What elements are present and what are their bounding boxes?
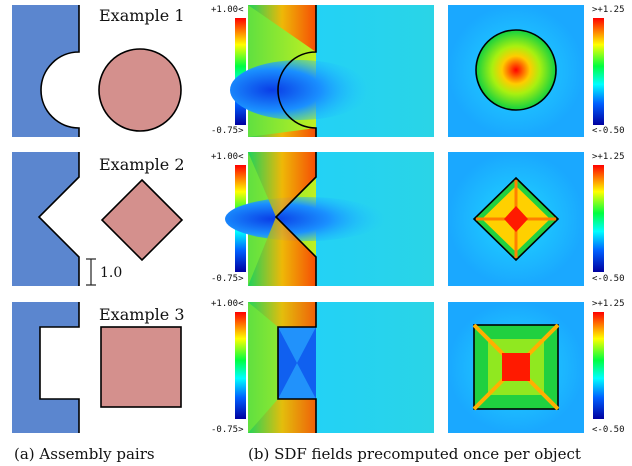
example-3-title: Example 3 [99, 305, 185, 324]
sdf-field-part-b-3 [448, 302, 584, 433]
colorbar-right-1: >+1.25 <-0.50 [592, 5, 625, 136]
svg-text:+1.00<: +1.00< [211, 299, 244, 309]
colorbar-right-2: >+1.25 <-0.50 [592, 152, 625, 284]
svg-text:>+1.25: >+1.25 [592, 152, 625, 162]
part-b-circle [98, 48, 182, 132]
assembly-pair-2: Example 2 1.0 [12, 152, 185, 286]
example-1-title: Example 1 [99, 6, 185, 25]
part-b-diamond [100, 178, 184, 262]
scale-bar-label: 1.0 [100, 265, 122, 281]
svg-text:<-0.50: <-0.50 [592, 274, 625, 284]
sdf-field-part-a-1 [230, 5, 434, 137]
part-b-square [100, 326, 182, 408]
svg-text:>+1.25: >+1.25 [592, 299, 625, 309]
scale-bar: 1.0 [86, 258, 122, 286]
colorbar-left-1: +1.00< -0.75> [211, 5, 246, 136]
svg-text:<-0.50: <-0.50 [592, 126, 625, 136]
assembly-pair-1: Example 1 [12, 5, 185, 137]
sdf-field-part-a-2 [225, 152, 434, 286]
assembly-pair-3: Example 3 [12, 302, 185, 433]
part-a-v-notch [12, 152, 79, 286]
svg-text:+1.00<: +1.00< [211, 152, 244, 162]
svg-text:-0.75>: -0.75> [211, 425, 244, 435]
colorbar-left-3: +1.00< -0.75> [211, 299, 246, 435]
svg-text:-0.75>: -0.75> [211, 274, 244, 284]
caption-right: (b) SDF fields precomputed once per obje… [248, 445, 581, 463]
svg-text:>+1.25: >+1.25 [592, 5, 625, 15]
example-2-title: Example 2 [99, 155, 185, 174]
sdf-field-part-a-3 [248, 302, 434, 433]
sdf-field-part-b-2 [448, 152, 584, 286]
svg-text:+1.00<: +1.00< [211, 5, 244, 15]
svg-text:<-0.50: <-0.50 [592, 425, 625, 435]
part-a-rect-notch [12, 302, 79, 433]
sdf-field-part-b-1 [448, 5, 584, 137]
svg-text:-0.75>: -0.75> [211, 126, 244, 136]
caption-left: (a) Assembly pairs [14, 445, 155, 463]
colorbar-right-3: >+1.25 <-0.50 [592, 299, 625, 435]
